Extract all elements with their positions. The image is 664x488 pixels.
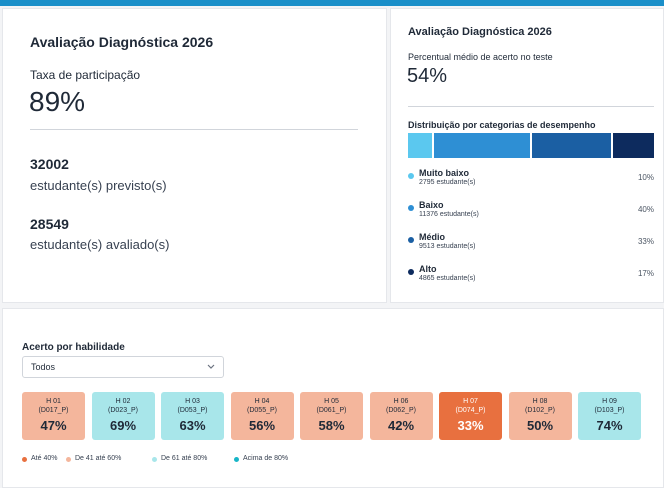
distribution-segment (408, 133, 432, 158)
category-percent: 40% (637, 205, 654, 214)
category-percent: 17% (637, 269, 654, 278)
skill-descriptor: (D062_P) (386, 407, 416, 414)
skill-value: 47% (40, 418, 67, 433)
legend-dot (66, 457, 71, 462)
distribution-segment (434, 133, 530, 158)
skill-code: H 03 (185, 398, 200, 405)
category-name: Muito baixo (419, 168, 469, 178)
skill-box: H 07 (D074_P) 33% (439, 392, 502, 440)
category-percent: 10% (637, 173, 654, 182)
expected-label: estudante(s) previsto(s) (30, 178, 167, 193)
skill-value: 33% (457, 418, 484, 433)
legend-dot (408, 269, 414, 275)
skill-code: H 08 (532, 398, 548, 405)
legend-label: De 41 até 60% (75, 455, 122, 462)
skill-box: H 04 (D055_P) 56% (230, 392, 294, 440)
legend-label: Até 40% (31, 455, 58, 462)
skill-value: 69% (109, 418, 137, 433)
skill-descriptor: (D053_P) (177, 407, 208, 414)
skill-descriptor: (D102_P) (525, 407, 555, 414)
category-name: Médio (419, 232, 445, 242)
legend-dot (22, 457, 27, 462)
filter-value: Todos (31, 362, 56, 372)
category-students: 2795 estudante(s) (419, 179, 476, 186)
distribution-title: Distribuição por categorias de desempenh… (408, 120, 596, 130)
skill-value: 63% (179, 418, 206, 433)
legend-label: Acima de 80% (243, 455, 289, 462)
skill-descriptor: (D023_P) (108, 407, 138, 414)
skill-box: H 01 (D017_P) 47% (22, 392, 85, 440)
skill-box: H 06 (D062_P) 42% (369, 392, 433, 440)
legend-dot (408, 173, 414, 179)
divider (408, 106, 654, 107)
legend-dot (408, 205, 414, 211)
skill-code: H 06 (393, 398, 409, 405)
skill-box: H 03 (D053_P) 63% (161, 392, 224, 440)
legend-dot (152, 457, 157, 462)
filter-select[interactable]: Todos (22, 356, 224, 378)
skill-code: H 09 (602, 398, 617, 405)
chevron-icon (207, 364, 215, 369)
category-students: 11376 estudante(s) (419, 211, 479, 218)
category-students: 9513 estudante(s) (419, 243, 476, 250)
skill-code: H 07 (463, 398, 478, 405)
evaluated-label: estudante(s) avaliado(s) (30, 237, 170, 252)
skill-value: 56% (248, 418, 276, 433)
average-value: 54% (407, 65, 448, 87)
expected-count: 32002 (30, 156, 69, 172)
rate-value: 89% (29, 86, 86, 117)
divider (30, 129, 358, 130)
skill-descriptor: (D103_P) (594, 407, 625, 414)
skill-value: 58% (318, 418, 345, 433)
category-students: 4865 estudante(s) (419, 275, 476, 282)
skill-descriptor: (D017_P) (38, 407, 69, 414)
skill-descriptor: (D074_P) (455, 407, 486, 414)
top-bar (0, 0, 664, 6)
skill-value: 42% (387, 418, 415, 433)
skills-title: Acerto por habilidade (22, 342, 125, 353)
legend-label: De 61 até 80% (161, 455, 208, 462)
skill-box: H 02 (D023_P) 69% (91, 392, 155, 440)
skill-code: H 02 (115, 398, 131, 405)
skill-value: 74% (596, 418, 623, 433)
skill-box: H 08 (D102_P) 50% (508, 392, 572, 440)
skill-box: H 09 (D103_P) 74% (578, 392, 641, 440)
skill-code: H 04 (254, 398, 270, 405)
distribution-segment (613, 133, 654, 158)
average-label: Percentual médio de acerto no teste (408, 52, 553, 62)
card-title: Avaliação Diagnóstica 2026 (30, 34, 214, 50)
skill-descriptor: (D061_P) (316, 407, 347, 414)
skill-box: H 05 (D061_P) 58% (300, 392, 363, 440)
participation-card (2, 8, 387, 303)
skill-value: 50% (526, 418, 554, 433)
rate-label: Taxa de participação (30, 68, 141, 82)
distribution-bar (408, 133, 654, 158)
skill-code: H 01 (46, 398, 61, 405)
legend-dot (408, 237, 414, 243)
category-percent: 33% (637, 237, 654, 246)
evaluated-count: 28549 (30, 216, 69, 232)
distribution-segment (532, 133, 612, 158)
skill-code: H 05 (324, 398, 339, 405)
category-name: Alto (419, 264, 437, 274)
category-name: Baixo (419, 200, 444, 210)
legend-dot (234, 457, 239, 462)
card-title: Avaliação Diagnóstica 2026 (408, 26, 552, 38)
skill-descriptor: (D055_P) (247, 407, 277, 414)
